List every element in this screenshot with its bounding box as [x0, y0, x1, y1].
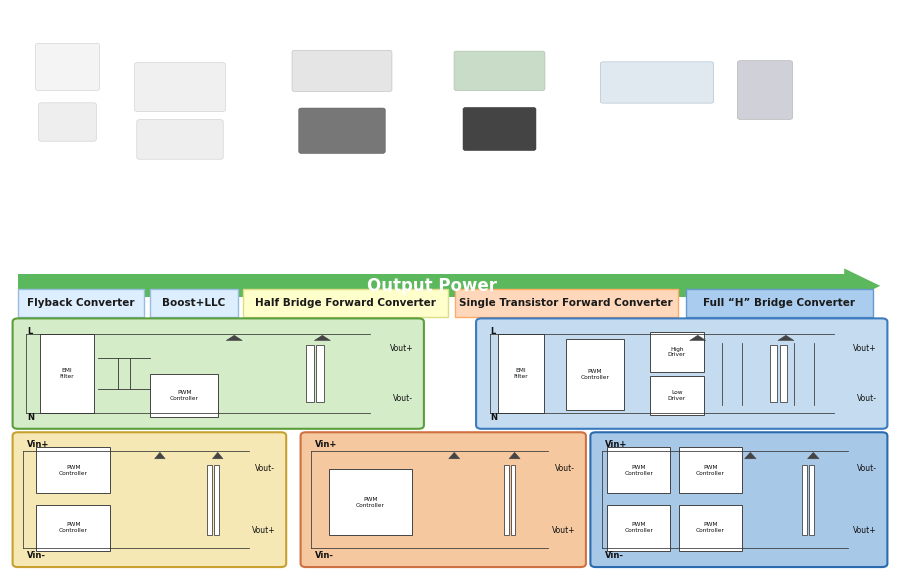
FancyBboxPatch shape	[454, 51, 545, 91]
Text: Vout+: Vout+	[552, 526, 575, 535]
FancyBboxPatch shape	[565, 339, 624, 410]
FancyBboxPatch shape	[301, 432, 586, 567]
FancyBboxPatch shape	[650, 376, 704, 415]
FancyBboxPatch shape	[600, 62, 714, 103]
Text: Vin+: Vin+	[315, 440, 338, 449]
Text: Full “H” Bridge Converter: Full “H” Bridge Converter	[704, 297, 855, 308]
Polygon shape	[778, 335, 794, 340]
Polygon shape	[689, 335, 706, 340]
Text: Output Power: Output Power	[367, 277, 497, 295]
FancyBboxPatch shape	[464, 107, 536, 150]
FancyBboxPatch shape	[679, 447, 742, 493]
Text: Vin+: Vin+	[605, 440, 627, 449]
FancyBboxPatch shape	[40, 334, 94, 413]
Bar	[317, 345, 324, 402]
Polygon shape	[212, 453, 223, 459]
FancyBboxPatch shape	[18, 289, 144, 317]
Polygon shape	[449, 453, 460, 459]
Bar	[214, 465, 219, 535]
FancyBboxPatch shape	[590, 432, 887, 567]
Text: PWM
Controller: PWM Controller	[170, 390, 199, 401]
Text: N: N	[27, 413, 34, 422]
Polygon shape	[844, 268, 880, 303]
Text: Vout+: Vout+	[853, 526, 877, 535]
Text: Vout-: Vout-	[256, 464, 275, 474]
Text: Single Transistor Forward Converter: Single Transistor Forward Converter	[459, 297, 673, 308]
Text: PWM
Controller: PWM Controller	[696, 522, 725, 533]
Polygon shape	[509, 453, 520, 459]
FancyBboxPatch shape	[243, 289, 448, 317]
FancyBboxPatch shape	[13, 432, 286, 567]
Bar	[809, 465, 814, 535]
Polygon shape	[744, 453, 756, 459]
FancyBboxPatch shape	[36, 505, 110, 551]
Text: EMI
Filter: EMI Filter	[59, 368, 75, 379]
FancyBboxPatch shape	[476, 318, 887, 429]
Bar	[14, 16, 886, 259]
Text: Vout-: Vout-	[857, 464, 877, 474]
Polygon shape	[314, 335, 330, 340]
FancyBboxPatch shape	[329, 469, 411, 536]
Text: Vin-: Vin-	[315, 551, 334, 560]
FancyBboxPatch shape	[679, 505, 742, 551]
Text: Vin-: Vin-	[605, 551, 624, 560]
Bar	[770, 345, 777, 402]
Bar	[306, 345, 313, 402]
FancyBboxPatch shape	[150, 289, 238, 317]
Text: N: N	[491, 413, 498, 422]
Text: Boost+LLC: Boost+LLC	[162, 297, 226, 308]
FancyBboxPatch shape	[150, 374, 218, 417]
FancyBboxPatch shape	[292, 50, 392, 91]
FancyBboxPatch shape	[13, 318, 424, 429]
FancyBboxPatch shape	[686, 289, 873, 317]
FancyBboxPatch shape	[454, 289, 678, 317]
Bar	[780, 345, 788, 402]
Text: PWM
Controller: PWM Controller	[625, 465, 653, 476]
FancyBboxPatch shape	[35, 43, 99, 90]
Text: Vin+: Vin+	[27, 440, 50, 449]
Bar	[18, 274, 855, 297]
Text: PWM
Controller: PWM Controller	[58, 522, 87, 533]
Text: Vout-: Vout-	[393, 394, 413, 403]
Text: High
Driver: High Driver	[668, 346, 686, 357]
FancyBboxPatch shape	[39, 103, 96, 141]
Text: Low
Driver: Low Driver	[668, 390, 686, 401]
Text: Vout-: Vout-	[857, 394, 877, 403]
Text: PWM
Controller: PWM Controller	[58, 465, 87, 476]
Text: Vout+: Vout+	[390, 345, 413, 353]
FancyBboxPatch shape	[137, 120, 223, 159]
Polygon shape	[226, 335, 242, 340]
FancyBboxPatch shape	[36, 447, 110, 493]
FancyBboxPatch shape	[650, 332, 704, 371]
FancyBboxPatch shape	[498, 334, 544, 413]
Text: PWM
Controller: PWM Controller	[696, 465, 725, 476]
FancyBboxPatch shape	[608, 447, 670, 493]
FancyBboxPatch shape	[608, 505, 670, 551]
FancyBboxPatch shape	[737, 61, 793, 120]
Text: Vout-: Vout-	[555, 464, 575, 474]
Polygon shape	[155, 453, 166, 459]
Text: PWM
Controller: PWM Controller	[580, 370, 609, 380]
Text: Vout+: Vout+	[853, 345, 877, 353]
Text: Vin-: Vin-	[27, 551, 46, 560]
Bar	[504, 465, 508, 535]
Text: EMI
Filter: EMI Filter	[513, 368, 528, 379]
Text: PWM
Controller: PWM Controller	[356, 497, 385, 508]
Text: Half Bridge Forward Converter: Half Bridge Forward Converter	[256, 297, 436, 308]
Text: PWM
Controller: PWM Controller	[625, 522, 653, 533]
FancyBboxPatch shape	[135, 63, 226, 112]
Text: Flyback Converter: Flyback Converter	[27, 297, 135, 308]
Bar	[510, 465, 516, 535]
Text: L: L	[27, 327, 32, 335]
Text: L: L	[491, 327, 496, 335]
Bar	[802, 465, 807, 535]
Bar	[207, 465, 211, 535]
Polygon shape	[807, 453, 819, 459]
Text: Vout+: Vout+	[252, 526, 275, 535]
FancyBboxPatch shape	[299, 108, 385, 153]
